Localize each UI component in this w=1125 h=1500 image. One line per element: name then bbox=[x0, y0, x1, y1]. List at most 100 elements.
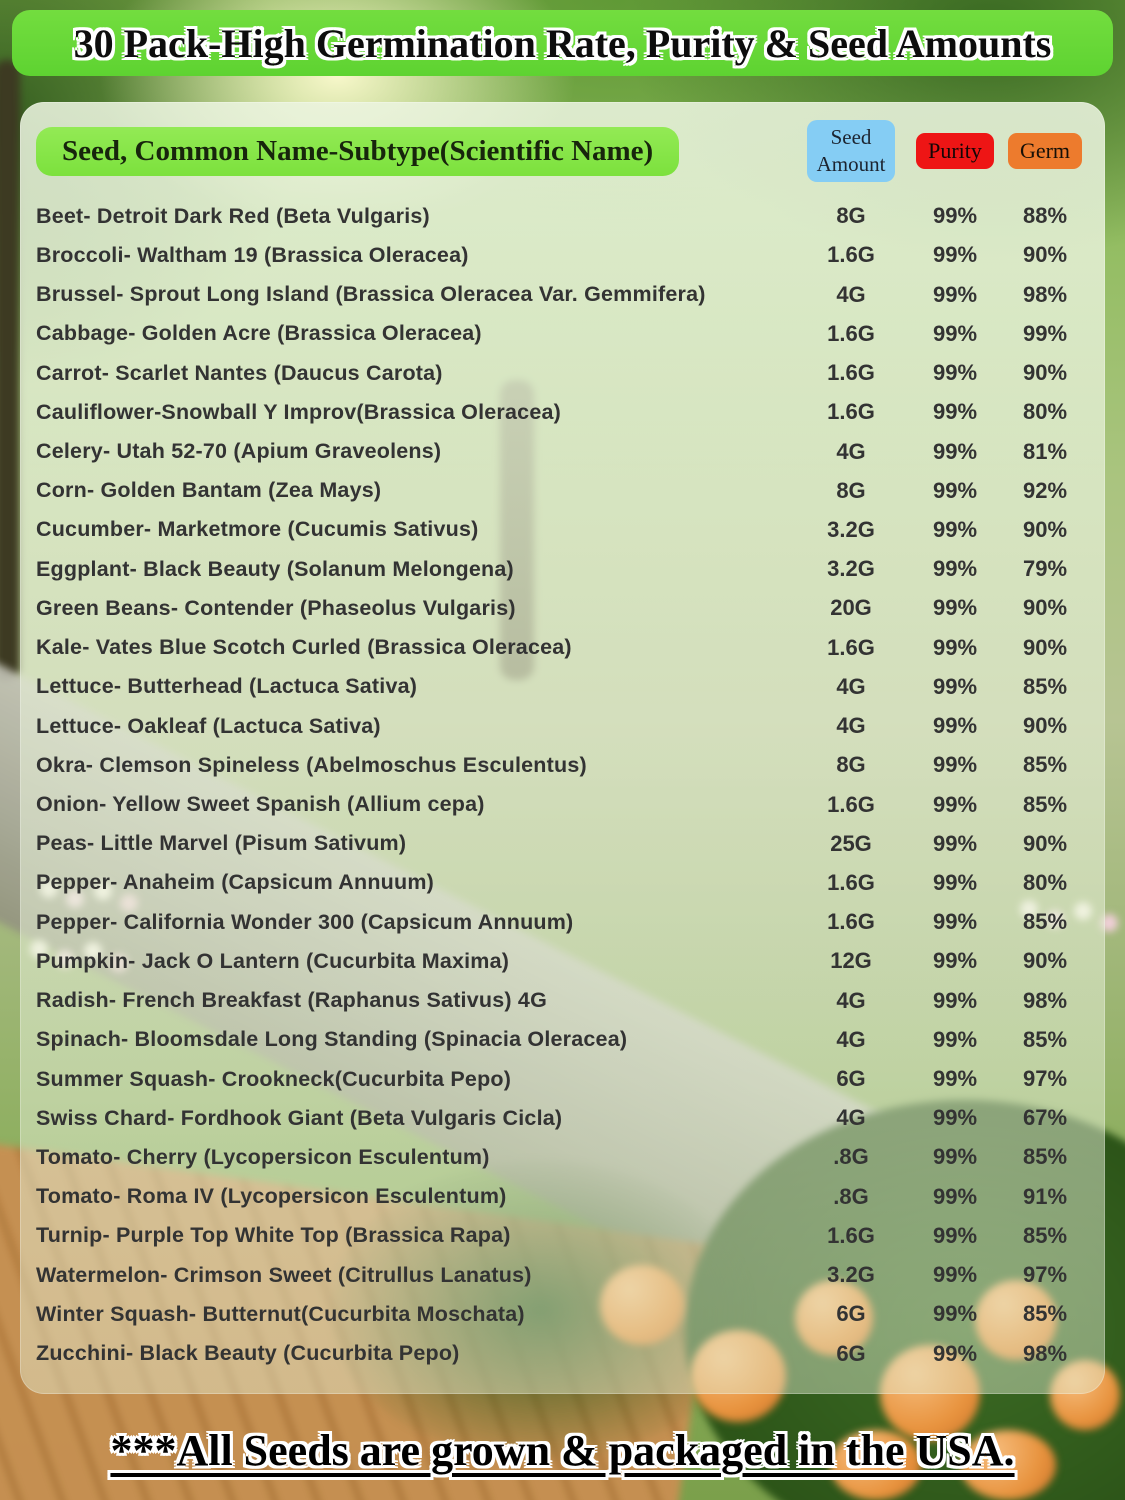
seed-name: Turnip- Purple Top White Top (Brassica R… bbox=[36, 1223, 511, 1248]
seed-amount: 12G bbox=[830, 948, 872, 974]
seed-germ: 85% bbox=[1022, 1144, 1068, 1170]
seed-amount: 1.6G bbox=[827, 634, 875, 660]
seed-amount: 6G bbox=[836, 1066, 866, 1092]
seed-germ: 80% bbox=[1022, 869, 1068, 895]
seed-germ: 80% bbox=[1022, 399, 1068, 425]
seed-name: Watermelon- Crimson Sweet (Citrullus Lan… bbox=[36, 1262, 532, 1287]
seed-purity: 99% bbox=[932, 399, 978, 425]
seed-name: Pepper- Anaheim (Capsicum Annuum) bbox=[36, 870, 435, 895]
seed-name: Zucchini- Black Beauty (Cucurbita Pepo) bbox=[36, 1341, 460, 1366]
seed-germ: 85% bbox=[1022, 752, 1068, 778]
seed-amount: 8G bbox=[836, 477, 866, 503]
seed-purity: 99% bbox=[932, 909, 978, 935]
seed-germ: 90% bbox=[1022, 830, 1068, 856]
table-row: Pumpkin- Jack O Lantern (Cucurbita Maxim… bbox=[36, 948, 1089, 974]
seed-purity: 99% bbox=[932, 1026, 978, 1052]
seed-amount: 1.6G bbox=[827, 869, 875, 895]
seed-name: Tomato- Roma IV (Lycopersicon Esculentum… bbox=[36, 1184, 507, 1209]
table-row: Pepper- Anaheim (Capsicum Annuum) 1.6G 9… bbox=[36, 870, 1089, 896]
seed-amount: 1.6G bbox=[827, 242, 875, 268]
seed-name: Radish- French Breakfast (Raphanus Sativ… bbox=[36, 988, 547, 1013]
seed-name: Kale- Vates Blue Scotch Curled (Brassica… bbox=[36, 635, 572, 660]
seed-purity: 99% bbox=[932, 1144, 978, 1170]
seed-purity: 99% bbox=[932, 1340, 978, 1366]
seed-purity: 99% bbox=[932, 634, 978, 660]
seed-name: Winter Squash- Butternut(Cucurbita Mosch… bbox=[36, 1301, 525, 1326]
seed-purity: 99% bbox=[932, 713, 978, 739]
seed-amount: 1.6G bbox=[827, 399, 875, 425]
seed-purity: 99% bbox=[932, 556, 978, 582]
seed-amount: 6G bbox=[836, 1301, 866, 1327]
seed-name: Corn- Golden Bantam (Zea Mays) bbox=[36, 478, 382, 503]
seed-germ: 79% bbox=[1022, 556, 1068, 582]
page-title: 30 Pack-High Germination Rate, Purity & … bbox=[73, 20, 1052, 66]
seed-name: Lettuce- Oakleaf (Lactuca Sativa) bbox=[36, 713, 381, 738]
fruit bbox=[830, 1430, 922, 1500]
table-row: Onion- Yellow Sweet Spanish (Allium cepa… bbox=[36, 792, 1089, 818]
seed-germ: 90% bbox=[1022, 948, 1068, 974]
seed-table-panel: Seed, Common Name-Subtype(Scientific Nam… bbox=[20, 102, 1105, 1394]
table-header-row: Seed, Common Name-Subtype(Scientific Nam… bbox=[36, 114, 1089, 188]
table-row: Lettuce- Butterhead (Lactuca Sativa) 4G … bbox=[36, 674, 1089, 700]
table-row: Tomato- Cherry (Lycopersicon Esculentum)… bbox=[36, 1144, 1089, 1170]
seed-amount: 3.2G bbox=[827, 1262, 875, 1288]
table-row: Turnip- Purple Top White Top (Brassica R… bbox=[36, 1223, 1089, 1249]
seed-table-body: Beet- Detroit Dark Red (Beta Vulgaris) 8… bbox=[36, 190, 1089, 1380]
seed-germ: 98% bbox=[1022, 987, 1068, 1013]
seed-germ: 98% bbox=[1022, 1340, 1068, 1366]
seed-amount: 4G bbox=[836, 438, 866, 464]
seed-name: Carrot- Scarlet Nantes (Daucus Carota) bbox=[36, 360, 443, 385]
seed-purity: 99% bbox=[932, 948, 978, 974]
seed-germ: 90% bbox=[1022, 242, 1068, 268]
seed-germ: 90% bbox=[1022, 713, 1068, 739]
table-row: Cauliflower-Snowball Y Improv(Brassica O… bbox=[36, 399, 1089, 425]
seed-germ: 67% bbox=[1022, 1105, 1068, 1131]
table-row: Broccoli- Waltham 19 (Brassica Oleracea)… bbox=[36, 242, 1089, 268]
seed-amount: 1.6G bbox=[827, 909, 875, 935]
seed-name: Tomato- Cherry (Lycopersicon Esculentum) bbox=[36, 1144, 490, 1169]
seed-germ: 88% bbox=[1022, 203, 1068, 229]
seed-purity: 99% bbox=[932, 203, 978, 229]
seed-purity: 99% bbox=[932, 1222, 978, 1248]
table-row: Carrot- Scarlet Nantes (Daucus Carota) 1… bbox=[36, 360, 1089, 386]
seed-name: Cabbage- Golden Acre (Brassica Oleracea) bbox=[36, 321, 482, 346]
seed-name: Broccoli- Waltham 19 (Brassica Oleracea) bbox=[36, 242, 469, 267]
seed-amount: 1.6G bbox=[827, 320, 875, 346]
seed-name: Pepper- California Wonder 300 (Capsicum … bbox=[36, 909, 574, 934]
seed-purity: 99% bbox=[932, 752, 978, 778]
table-row: Watermelon- Crimson Sweet (Citrullus Lan… bbox=[36, 1262, 1089, 1288]
seed-purity: 99% bbox=[932, 438, 978, 464]
seed-germ: 92% bbox=[1022, 477, 1068, 503]
seed-purity: 99% bbox=[932, 320, 978, 346]
seed-purity: 99% bbox=[932, 477, 978, 503]
header-cell-name: Seed, Common Name-Subtype(Scientific Nam… bbox=[36, 126, 793, 176]
seed-amount: 1.6G bbox=[827, 1222, 875, 1248]
seed-germ: 99% bbox=[1022, 320, 1068, 346]
table-row: Swiss Chard- Fordhook Giant (Beta Vulgar… bbox=[36, 1105, 1089, 1131]
seed-germ: 91% bbox=[1022, 1183, 1068, 1209]
amount-column-header: Seed Amount bbox=[806, 119, 896, 183]
seed-amount: 20G bbox=[830, 595, 872, 621]
seed-purity: 99% bbox=[932, 360, 978, 386]
table-row: Pepper- California Wonder 300 (Capsicum … bbox=[36, 909, 1089, 935]
seed-purity: 99% bbox=[932, 1066, 978, 1092]
fruit bbox=[960, 1430, 1056, 1500]
table-row: Brussel- Sprout Long Island (Brassica Ol… bbox=[36, 282, 1089, 308]
footer-note: ***All Seeds are grown & packaged in the… bbox=[110, 1426, 1015, 1475]
table-row: Zucchini- Black Beauty (Cucurbita Pepo) … bbox=[36, 1341, 1089, 1367]
footer: ***All Seeds are grown & packaged in the… bbox=[0, 1425, 1125, 1476]
table-row: Tomato- Roma IV (Lycopersicon Esculentum… bbox=[36, 1184, 1089, 1210]
table-row: Lettuce- Oakleaf (Lactuca Sativa) 4G 99%… bbox=[36, 713, 1089, 739]
seed-amount: 1.6G bbox=[827, 791, 875, 817]
seed-purity: 99% bbox=[932, 987, 978, 1013]
header-cell-amount: Seed Amount bbox=[793, 119, 909, 183]
seed-purity: 99% bbox=[932, 1301, 978, 1327]
table-row: Kale- Vates Blue Scotch Curled (Brassica… bbox=[36, 635, 1089, 661]
seed-purity: 99% bbox=[932, 1105, 978, 1131]
seed-purity: 99% bbox=[932, 242, 978, 268]
seed-amount: 4G bbox=[836, 1026, 866, 1052]
seed-germ: 85% bbox=[1022, 909, 1068, 935]
table-row: Eggplant- Black Beauty (Solanum Melongen… bbox=[36, 556, 1089, 582]
seed-name: Onion- Yellow Sweet Spanish (Allium cepa… bbox=[36, 792, 485, 816]
seed-purity: 99% bbox=[932, 869, 978, 895]
